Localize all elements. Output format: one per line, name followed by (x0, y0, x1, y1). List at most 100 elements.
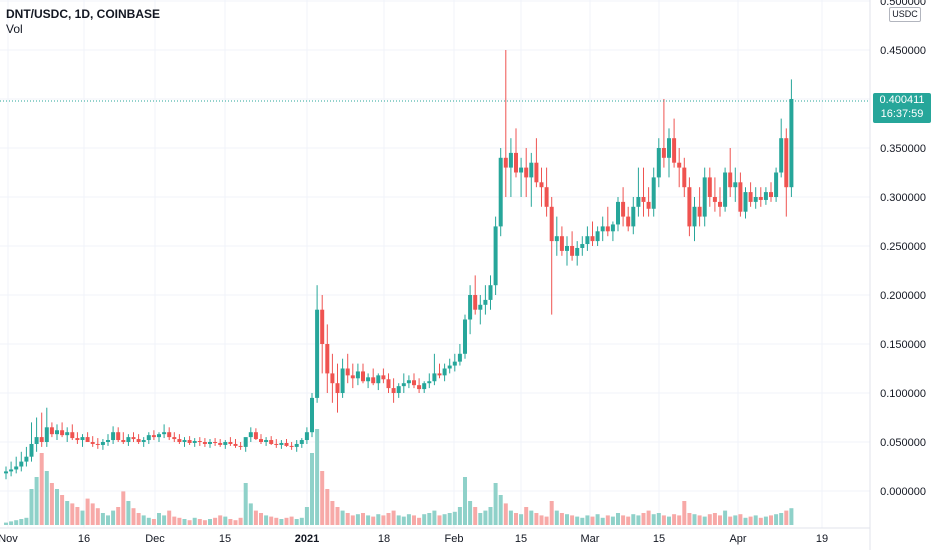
volume-bar (534, 513, 539, 525)
volume-bar (707, 514, 712, 525)
currency-unit-label: USDC (889, 7, 921, 22)
candle-body (172, 437, 177, 440)
candle-body (167, 432, 172, 438)
candle-body (85, 437, 90, 442)
volume-bar (661, 515, 666, 525)
volume-bar (355, 514, 360, 525)
volume-bar (19, 519, 24, 525)
volume-bar (702, 516, 707, 525)
candle-body (692, 206, 697, 227)
volume-bar (172, 516, 177, 525)
time-tick-label: Feb (445, 533, 464, 545)
candle-body (758, 197, 763, 200)
volume-bar (111, 510, 116, 525)
candle-body (748, 192, 753, 202)
candle-body (600, 226, 605, 232)
volume-bar (202, 520, 207, 525)
candle-body (432, 373, 437, 382)
volume-bar (473, 507, 478, 525)
volume-bar (554, 510, 559, 525)
volume-bar (126, 501, 131, 525)
volume-bar (136, 513, 141, 525)
volume-bar (646, 510, 651, 525)
volume-bar (325, 489, 330, 525)
candle-body (197, 441, 202, 443)
volume-bar (503, 503, 508, 525)
candle-body (427, 381, 432, 384)
candle-body (70, 432, 75, 439)
candle-body (157, 434, 161, 438)
volume-bar (488, 507, 493, 525)
volume-bar (723, 510, 728, 525)
candle-body (667, 138, 671, 158)
volume-bar (687, 513, 692, 525)
candle-body (422, 383, 427, 390)
time-tick-label: 18 (378, 533, 390, 545)
volume-bar (621, 515, 626, 525)
volume-bar (299, 517, 304, 525)
volume-bar (575, 516, 580, 525)
candle-body (289, 445, 294, 447)
candle-body (24, 456, 29, 462)
candle-body (75, 438, 80, 441)
volume-bar (335, 507, 340, 525)
candle-body (463, 319, 467, 354)
candle-body (9, 469, 14, 472)
candle-body (304, 432, 309, 441)
candle-body (325, 344, 330, 374)
volume-bar (162, 515, 167, 525)
volume-bar (718, 515, 722, 525)
price-tick-label: 0.150000 (880, 339, 926, 351)
volume-bar (253, 510, 258, 525)
volume-bar (610, 516, 615, 525)
candle-body (315, 309, 320, 398)
volume-bar (728, 516, 733, 525)
symbol-title[interactable]: DNT/USDC, 1D, COINBASE (6, 7, 161, 21)
candle-body (575, 247, 580, 256)
candle-body (381, 375, 386, 380)
volume-bar (463, 477, 467, 525)
candle-body (269, 440, 274, 444)
volume-bar (330, 501, 335, 525)
candle-body (457, 353, 462, 362)
candle-body (544, 187, 549, 207)
candle-body (478, 304, 483, 310)
candle-body (595, 231, 600, 242)
volume-bar (616, 513, 620, 525)
volume-bar (585, 515, 590, 525)
volume-bar (284, 517, 289, 525)
candle-body (697, 206, 702, 217)
candle-body (320, 309, 325, 344)
candle-body (488, 285, 493, 300)
price-tick-label: 0.300000 (880, 192, 926, 204)
candle-body (677, 162, 682, 168)
volume-bar (233, 520, 238, 525)
candle-body (616, 201, 620, 225)
volume-bar (590, 516, 595, 525)
volume-legend[interactable]: Vol (6, 22, 23, 36)
volume-bar (310, 453, 314, 525)
volume-bar (304, 507, 309, 525)
volume-bar (605, 515, 610, 525)
candle-body (366, 377, 371, 382)
current-price-badge: 0.400411 16:37:59 (873, 93, 931, 123)
volume-bar (34, 477, 39, 525)
candle-body (539, 182, 544, 188)
candle-body (723, 172, 728, 207)
time-tick-label: 15 (653, 533, 665, 545)
candle-body (565, 246, 569, 251)
price-axis[interactable]: 0.5000000.4500000.4000000.3500000.300000… (880, 0, 926, 498)
candle-body (641, 197, 646, 202)
candle-body (14, 466, 19, 470)
volume-bar (565, 514, 569, 525)
volume-bar (75, 507, 80, 525)
volume-bar (452, 511, 457, 525)
candle-body (146, 435, 151, 441)
candle-body (738, 182, 743, 212)
price-tick-label: 0.050000 (880, 437, 926, 449)
volume-bar (60, 495, 65, 525)
time-axis[interactable]: Nov 16 Dec 15 2021 18 Feb 15 Mar 15 Apr 19 (0, 533, 828, 545)
candle-body (376, 375, 381, 384)
volume-bar (651, 514, 656, 525)
